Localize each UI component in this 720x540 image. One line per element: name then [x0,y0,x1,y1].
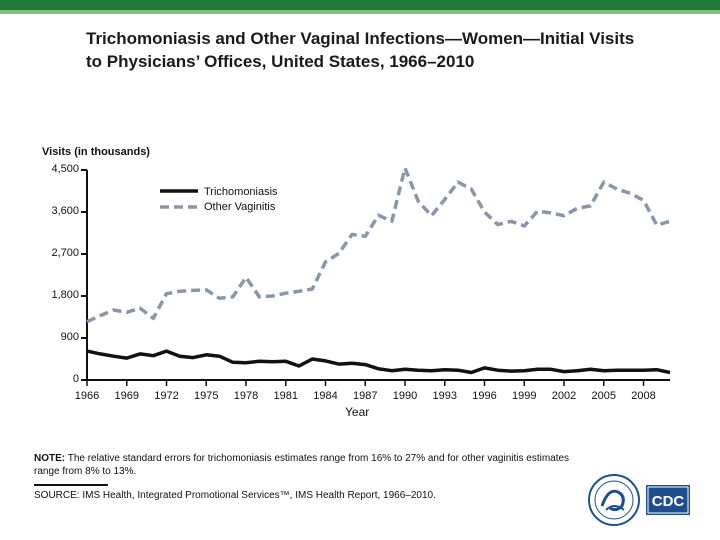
x-axis-title: Year [345,405,370,419]
x-tick-label: 2008 [631,390,656,402]
x-tick-label: 1975 [194,390,219,402]
x-tick-label: 1999 [512,390,537,402]
footnote-text: The relative standard errors for trichom… [34,453,570,477]
chart-title: Trichomoniasis and Other Vaginal Infecti… [86,29,635,71]
legend-label-trichomoniasis: Trichomoniasis [204,186,278,198]
header-accent-bar [0,10,720,14]
divider [34,484,108,486]
series-layer [86,166,671,375]
footnote-label: NOTE: [34,453,66,464]
x-tick-label: 1972 [154,390,179,402]
x-tick-label: 2002 [551,390,577,402]
y-tick-label: 2,700 [51,247,79,259]
x-tick-label: 1990 [392,390,418,402]
x-tick-label: 2005 [591,390,616,402]
x-tick-label: 1984 [313,390,338,402]
x-tick-label: 1987 [353,390,378,402]
source-citation: SOURCE: IMS Health, Integrated Promotion… [34,490,436,501]
x-tick-label: 1993 [432,390,457,402]
x-tick-label: 1996 [472,390,497,402]
header-bar [0,0,720,10]
y-tick-label: 3,600 [51,205,79,217]
axes [81,169,670,386]
y-axis-title: Visits (in thousands) [42,146,150,158]
legend-label-other-vaginitis: Other Vaginitis [204,201,276,213]
y-tick-label: 900 [60,331,79,343]
series-line-trichomoniasis [86,349,671,375]
x-tick-label: 1969 [114,390,139,402]
cdc-logo-text: CDC [652,493,685,510]
footnote: NOTE: The relative standard errors for t… [34,452,594,478]
y-tick-label: 4,500 [51,163,79,175]
x-tick-label: 1981 [273,390,298,402]
x-tick-label: 1966 [74,390,100,402]
cdc-logo-icon: CDC [646,485,690,515]
series-line-other-vaginitis [86,166,671,324]
legend [160,189,198,209]
y-tick-label: 1,800 [51,289,79,301]
hhs-seal-icon [588,474,640,526]
x-tick-label: 1978 [233,390,259,402]
y-tick-label: 0 [72,373,79,385]
agency-logos: CDC [588,474,690,526]
logos: CDC [588,472,698,528]
